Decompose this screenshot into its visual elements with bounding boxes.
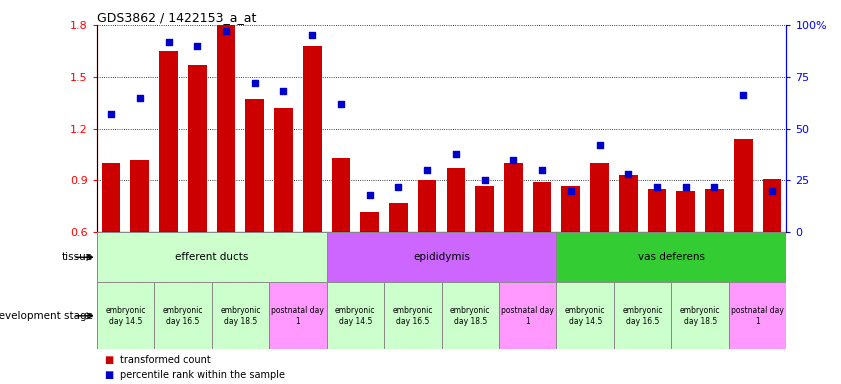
Bar [648, 189, 666, 232]
Point [420, 167, 434, 173]
Bar [590, 163, 609, 232]
Text: tissue: tissue [61, 252, 93, 262]
Text: embryonic
day 16.5: embryonic day 16.5 [622, 306, 663, 326]
Bar [384, 282, 442, 349]
Text: embryonic
day 18.5: embryonic day 18.5 [680, 306, 721, 326]
Bar [475, 186, 494, 232]
Text: GDS3862 / 1422153_a_at: GDS3862 / 1422153_a_at [97, 11, 257, 24]
Text: embryonic
day 16.5: embryonic day 16.5 [162, 306, 204, 326]
Bar [763, 179, 781, 232]
Point [161, 38, 175, 45]
Text: embryonic
day 14.5: embryonic day 14.5 [105, 306, 145, 326]
Point [737, 93, 750, 99]
Point [392, 184, 405, 190]
Text: percentile rank within the sample: percentile rank within the sample [120, 370, 285, 380]
Bar [130, 160, 149, 232]
Bar [619, 175, 637, 232]
Bar [217, 25, 235, 232]
Bar [102, 163, 120, 232]
Point [621, 171, 635, 177]
Text: epididymis: epididymis [413, 252, 470, 262]
Bar [562, 186, 580, 232]
Bar [154, 282, 212, 349]
Text: postnatal day
1: postnatal day 1 [731, 306, 784, 326]
Bar [676, 191, 696, 232]
Bar [331, 158, 351, 232]
Bar [360, 212, 379, 232]
Text: postnatal day
1: postnatal day 1 [501, 306, 554, 326]
Bar [557, 282, 614, 349]
Point [506, 157, 520, 163]
Bar [246, 99, 264, 232]
Text: ■: ■ [105, 370, 118, 380]
Text: development stage: development stage [0, 311, 93, 321]
Point [277, 88, 290, 94]
Bar [274, 108, 293, 232]
Point [363, 192, 377, 198]
Bar [557, 232, 786, 282]
Bar [326, 232, 557, 282]
Point [133, 94, 146, 101]
Bar [532, 182, 552, 232]
Text: embryonic
day 18.5: embryonic day 18.5 [450, 306, 490, 326]
Bar [499, 282, 557, 349]
Point [305, 32, 319, 38]
Point [593, 142, 606, 148]
Text: embryonic
day 18.5: embryonic day 18.5 [220, 306, 261, 326]
Point [191, 43, 204, 49]
Bar [188, 65, 207, 232]
Bar [442, 282, 499, 349]
Point [708, 184, 722, 190]
Bar [705, 189, 724, 232]
Bar [212, 282, 269, 349]
Bar [671, 282, 729, 349]
Bar [159, 51, 178, 232]
Bar [418, 180, 436, 232]
Bar [614, 282, 671, 349]
Bar [389, 203, 408, 232]
Text: efferent ducts: efferent ducts [175, 252, 248, 262]
Point [650, 184, 664, 190]
Point [334, 101, 347, 107]
Text: postnatal day
1: postnatal day 1 [272, 306, 325, 326]
Text: embryonic
day 16.5: embryonic day 16.5 [393, 306, 433, 326]
Point [765, 188, 779, 194]
Bar [269, 282, 326, 349]
Bar [729, 282, 786, 349]
Point [536, 167, 549, 173]
Bar [303, 46, 321, 232]
Point [679, 184, 692, 190]
Point [449, 151, 463, 157]
Text: transformed count: transformed count [120, 355, 211, 365]
Bar [97, 232, 326, 282]
Point [248, 80, 262, 86]
Text: embryonic
day 14.5: embryonic day 14.5 [565, 306, 606, 326]
Point [478, 177, 491, 184]
Point [104, 111, 118, 117]
Bar [504, 163, 523, 232]
Bar [447, 169, 465, 232]
Point [220, 28, 233, 34]
Text: vas deferens: vas deferens [637, 252, 705, 262]
Bar [97, 282, 154, 349]
Bar [734, 139, 753, 232]
Text: embryonic
day 14.5: embryonic day 14.5 [335, 306, 376, 326]
Point [564, 188, 578, 194]
Bar [326, 282, 384, 349]
Text: ■: ■ [105, 355, 118, 365]
